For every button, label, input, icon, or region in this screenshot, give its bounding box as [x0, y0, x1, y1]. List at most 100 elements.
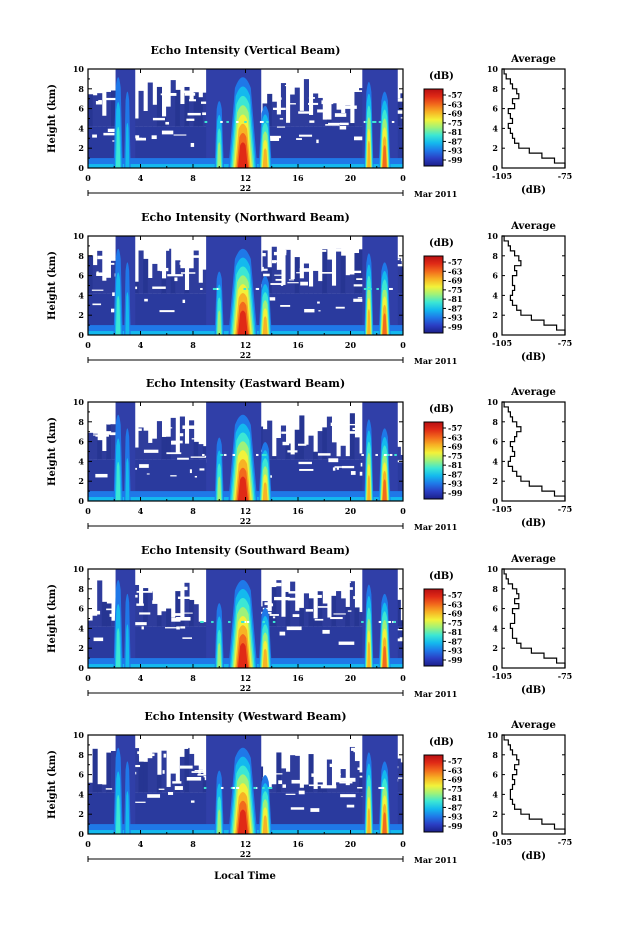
- data-gap: [146, 473, 150, 475]
- noise-cell: [147, 591, 153, 627]
- bright-band: [375, 453, 378, 456]
- bright-band: [391, 120, 395, 123]
- x-tick-label: 8: [190, 673, 196, 683]
- y-tick-label: 4: [78, 290, 84, 300]
- colorbar-tick-label: -99: [448, 655, 463, 665]
- data-gap: [308, 97, 315, 99]
- echo-plume: [217, 643, 222, 668]
- data-gap: [190, 800, 195, 803]
- data-gap: [112, 292, 115, 297]
- data-gap: [299, 468, 314, 471]
- noise-cell: [299, 110, 305, 127]
- noise-cell: [179, 618, 185, 627]
- noise-cell: [143, 588, 149, 627]
- data-gap: [357, 297, 363, 299]
- colorbar-tick-label: -75: [448, 784, 462, 794]
- data-gap: [397, 777, 403, 779]
- noise-cell: [97, 440, 103, 460]
- bright-band: [202, 453, 205, 456]
- data-gap: [264, 602, 272, 606]
- data-gap: [353, 596, 357, 600]
- data-gap: [394, 594, 403, 599]
- noise-cell: [331, 595, 337, 627]
- data-gap: [328, 458, 339, 463]
- noise-cell: [92, 265, 98, 294]
- y-tick-label: 10: [73, 231, 85, 241]
- data-gap: [282, 441, 290, 446]
- noise-cell: [290, 94, 296, 127]
- noise-cell: [326, 759, 332, 793]
- data-gap: [286, 626, 302, 631]
- data-gap: [103, 132, 118, 136]
- data-gap: [338, 641, 355, 645]
- data-gap: [147, 794, 161, 798]
- y-tick-label: 10: [73, 397, 85, 407]
- noise-cell: [299, 415, 305, 460]
- noise-cell: [303, 784, 309, 793]
- average-y-tick-label: 4: [492, 290, 498, 300]
- average-frame: [501, 68, 566, 169]
- data-gap: [172, 586, 188, 591]
- noise-cell: [184, 582, 190, 627]
- bright-band: [228, 620, 231, 623]
- panel-5: Echo Intensity (Westward Beam) 0 2 4 6 8 10 Hei…: [47, 710, 572, 865]
- bright-band: [255, 453, 259, 456]
- x-tick-label: 0: [85, 506, 91, 516]
- noise-cell: [322, 249, 328, 294]
- data-gap: [152, 600, 164, 604]
- data-gap: [316, 267, 320, 271]
- date-label: 22: [240, 849, 251, 859]
- noise-cell: [88, 255, 94, 294]
- data-gap: [288, 279, 295, 281]
- bright-band: [272, 620, 276, 623]
- data-gap: [196, 749, 200, 753]
- colorbar-tick-label: -57: [448, 590, 462, 600]
- noise-cell: [198, 97, 204, 127]
- y-tick-label: 6: [78, 770, 84, 780]
- data-gap: [106, 608, 122, 611]
- noise-cell: [349, 581, 355, 627]
- data-gap: [340, 794, 356, 798]
- data-gap: [151, 135, 157, 140]
- data-gap: [92, 303, 102, 306]
- noise-cell: [299, 607, 305, 627]
- x-tick-label: 8: [190, 506, 196, 516]
- bright-band: [267, 786, 271, 789]
- noise-cell: [354, 437, 360, 460]
- bright-band: [248, 287, 251, 290]
- bright-band: [390, 287, 393, 290]
- data-gap: [320, 785, 337, 789]
- noise-cell: [280, 616, 287, 627]
- bright-band: [220, 453, 223, 456]
- data-gap: [319, 747, 335, 750]
- data-gap: [176, 626, 180, 630]
- data-gap: [180, 626, 186, 629]
- y-tick-label: 8: [78, 750, 84, 760]
- bright-band: [214, 287, 217, 290]
- echo-plume: [125, 791, 130, 834]
- data-gap: [111, 611, 115, 615]
- data-gap: [270, 283, 286, 285]
- noise-cell: [336, 248, 342, 294]
- data-gap: [307, 745, 317, 750]
- average-y-tick-label: 2: [492, 310, 498, 320]
- data-gap: [272, 616, 276, 619]
- data-gap: [281, 431, 289, 434]
- data-gap: [166, 452, 182, 455]
- data-gap: [199, 434, 203, 438]
- data-gap: [347, 610, 352, 612]
- noise-cell: [143, 258, 149, 294]
- average-y-tick-label: 6: [492, 604, 498, 614]
- noise-cell: [202, 446, 208, 460]
- x-tick-label: 0: [400, 506, 406, 516]
- data-gap: [153, 247, 170, 251]
- data-gap: [296, 138, 302, 140]
- data-gap: [348, 270, 362, 274]
- average-profile-line: [502, 235, 566, 335]
- echo-plume: [115, 295, 121, 335]
- noise-cell: [156, 86, 162, 127]
- data-gap: [179, 433, 184, 437]
- data-gap: [401, 259, 403, 264]
- average-y-tick-label: 2: [492, 643, 498, 653]
- data-gap: [353, 750, 361, 753]
